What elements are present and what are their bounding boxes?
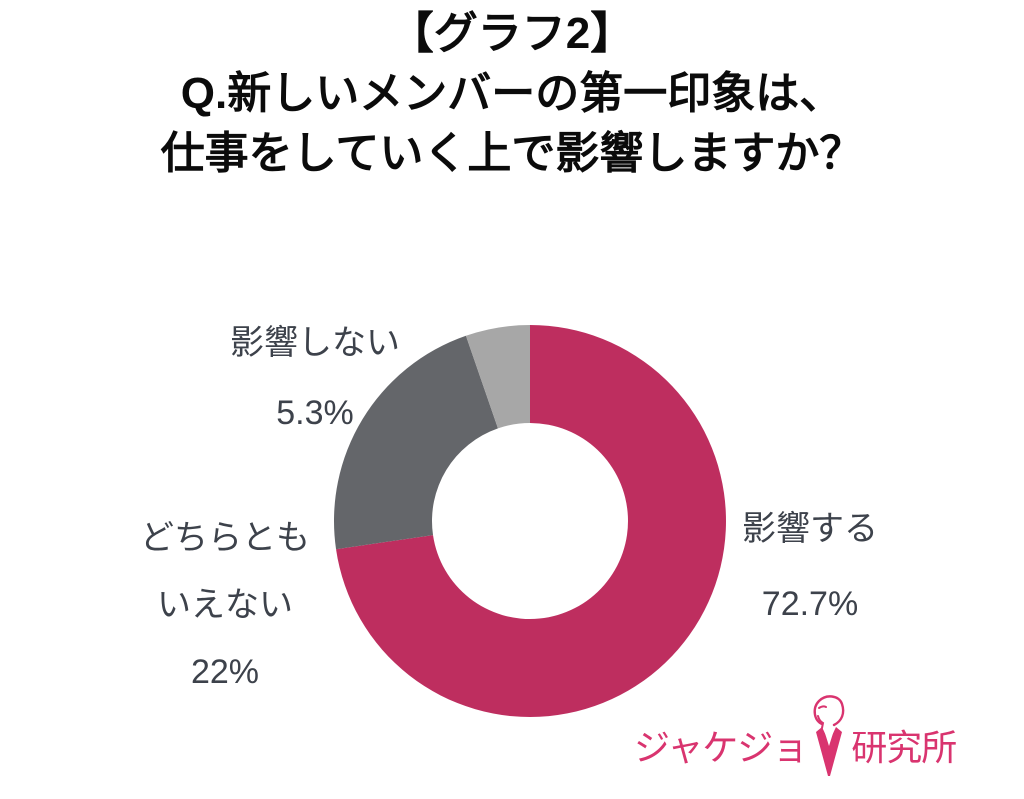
label-neutral-value: 22% [190, 653, 260, 691]
chart-title-line-2: Q.新しいメンバーの第一印象は、 [180, 69, 844, 118]
chart-title: 【グラフ2】 Q.新しいメンバーの第一印象は、 仕事をしていく上で影響しますか？ [0, 4, 1024, 184]
donut-slice-no-effect [465, 325, 530, 429]
logo-text-right: 研究所 [851, 727, 957, 768]
donut-chart [330, 321, 730, 721]
label-neutral: どちらとも いえない 22% [115, 505, 335, 706]
label-no-effect-name: 影響しない [230, 324, 400, 362]
chart-title-line-1: 【グラフ2】 [389, 9, 635, 58]
label-effect-name: 影響する [742, 510, 878, 548]
chart-title-line-3: 仕事をしていく上で影響しますか？ [160, 129, 864, 178]
label-neutral-name-line-2: いえない [157, 586, 293, 624]
label-effect: 影響する 72.7% [705, 492, 915, 642]
label-effect-value: 72.7% [761, 585, 859, 623]
donut-slice-effect [336, 325, 726, 717]
label-no-effect-value: 5.3% [276, 394, 354, 432]
donut-chart-svg [333, 325, 726, 717]
woman-in-jacket-icon [809, 694, 849, 778]
logo-text-left: ジャケジョ [634, 727, 808, 768]
label-no-effect: 影響しない 5.3% [180, 308, 450, 448]
label-neutral-name-line-1: どちらとも [140, 519, 310, 557]
donut-slice-neutral [333, 335, 498, 550]
jakejo-lab-logo: ジャケジョ 研究所 [634, 690, 957, 778]
